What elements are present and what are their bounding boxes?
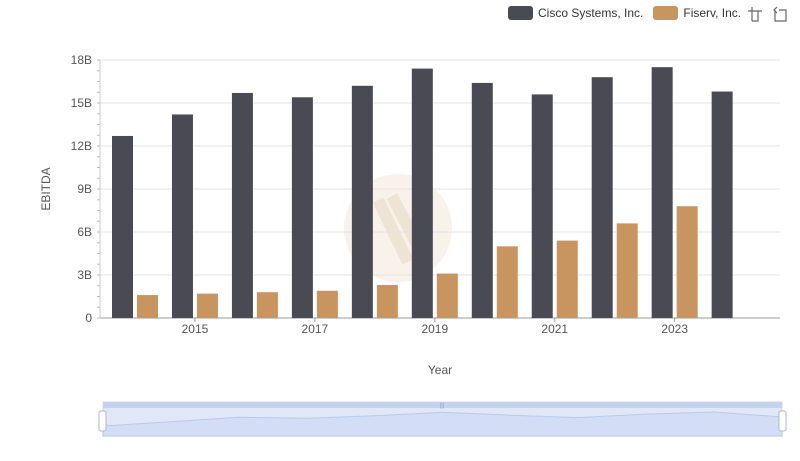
bar-fiserv-2021[interactable] [556, 240, 578, 318]
y-tick-label: 15B [71, 96, 92, 110]
y-tick-label: 3B [77, 268, 92, 282]
legend-swatch-cisco [508, 6, 533, 20]
datazoom-handle-left[interactable] [98, 410, 107, 432]
y-tick-label: 18B [71, 53, 92, 67]
x-tick-label: 2017 [302, 322, 329, 336]
y-tick-label: 0 [85, 311, 92, 325]
bar-fiserv-2016[interactable] [256, 292, 278, 318]
datazoom-preview [102, 411, 783, 437]
x-axis-label: Year [428, 363, 452, 377]
bar-cisco-2014[interactable] [112, 135, 133, 318]
datazoom-handle-right[interactable] [778, 410, 787, 432]
legend-label-fiserv: Fiserv, Inc. [683, 6, 742, 20]
bar-fiserv-2022[interactable] [616, 223, 638, 318]
bar-fiserv-2019[interactable] [436, 273, 458, 318]
bar-fiserv-2017[interactable] [316, 290, 338, 318]
datazoom-grip-icon[interactable]: ||| [440, 403, 445, 409]
zoom-icon[interactable] [747, 6, 763, 22]
legend: Cisco Systems, Inc. Fiserv, Inc. [508, 4, 751, 22]
datazoom-slider[interactable]: ||| [98, 401, 787, 437]
bar-cisco-2023[interactable] [651, 67, 673, 319]
bar-cisco-2024[interactable] [711, 91, 733, 319]
x-tick-label: 2021 [541, 322, 568, 336]
bar-cisco-2017[interactable] [291, 97, 313, 319]
legend-item-cisco[interactable]: Cisco Systems, Inc. [508, 6, 643, 20]
bar-fiserv-2018[interactable] [376, 285, 398, 318]
zoom-reset-icon[interactable] [771, 6, 787, 22]
toolbox [747, 6, 787, 22]
legend-item-fiserv[interactable]: Fiserv, Inc. [653, 6, 741, 20]
y-tick-label: 6B [77, 225, 92, 239]
x-tick-label: 2015 [182, 322, 209, 336]
y-tick-label: 12B [71, 139, 92, 153]
bar-fiserv-2015[interactable] [196, 293, 218, 318]
y-tick-label: 9B [77, 182, 92, 196]
legend-label-cisco: Cisco Systems, Inc. [538, 6, 644, 20]
bar-cisco-2018[interactable] [351, 85, 373, 318]
legend-swatch-fiserv [653, 6, 679, 20]
bar-fiserv-2023[interactable] [676, 206, 698, 318]
bar-cisco-2019[interactable] [411, 68, 433, 318]
x-tick-label: 2019 [421, 322, 448, 336]
bar-cisco-2016[interactable] [231, 92, 253, 318]
bar-cisco-2015[interactable] [171, 114, 193, 318]
bar-cisco-2020[interactable] [471, 82, 493, 318]
bar-fiserv-2014[interactable] [137, 295, 158, 318]
bar-fiserv-2020[interactable] [496, 246, 518, 318]
bar-cisco-2021[interactable] [531, 94, 553, 319]
bar-cisco-2022[interactable] [591, 77, 613, 318]
datazoom-top-bar[interactable] [103, 402, 782, 408]
y-axis-label: EBITDA [39, 167, 53, 210]
x-tick-label: 2023 [661, 322, 688, 336]
